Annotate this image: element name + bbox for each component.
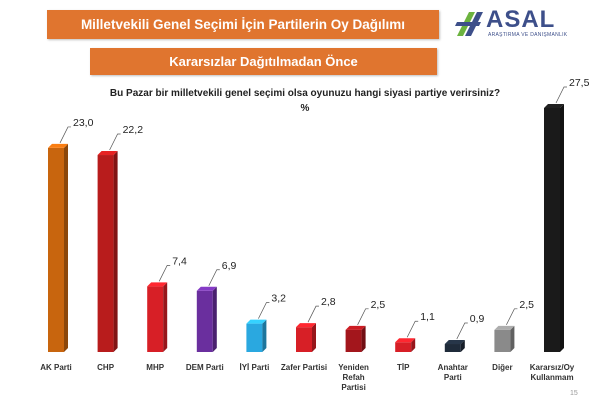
asal-logo-icon [455,12,483,36]
bar-top [345,325,366,330]
value-label: 22,2 [123,124,144,136]
bar-side [212,286,217,352]
value-leader-line [258,302,270,319]
value-label: 3,2 [271,293,286,305]
category-label: Partisi [341,383,365,392]
bar-top [97,151,118,156]
page-number: 15 [570,390,578,397]
logo-text: ASAL [486,6,556,33]
chart-unit: % [300,103,310,114]
bar-4: 6,9 DEM Parti [186,260,237,372]
value-label: 23,0 [73,117,94,129]
category-label: TİP [397,363,410,372]
value-leader-line [59,126,71,144]
chart-title-banner: Milletvekili Genel Seçimi İçin Partileri… [47,10,439,39]
bar-side [510,325,515,352]
bar-side [262,319,267,352]
bar-side [312,323,316,352]
category-label: Diğer [492,363,512,372]
category-label: İYİ Parti [240,363,270,372]
bar-top [147,282,168,287]
chart-subtitle-banner: Kararsızlar Dağıtılmadan Önce [90,48,437,75]
category-label: MHP [146,363,164,372]
value-label: 7,4 [172,255,187,267]
value-leader-line [506,308,518,325]
bar-front [246,323,263,352]
value-leader-line [555,86,567,104]
value-leader-line [307,305,319,323]
bar-front [196,290,213,352]
bar-top [196,286,217,291]
logo-tagline: ARAŞTIRMA VE DANIŞMANLIK [488,32,568,38]
bar-top [246,319,267,324]
value-label: 2,8 [321,296,336,308]
category-label: Kararsız/Oy [530,363,575,372]
value-label: 0,9 [470,313,485,325]
bar-5: 3,2 İYİ Parti [240,293,287,372]
bar-top [494,325,515,330]
bar-front [147,286,164,352]
value-leader-line [109,133,121,151]
bar-side [361,325,366,352]
bar-top [395,338,416,343]
category-label: Refah [342,373,364,382]
category-label: AK Parti [40,363,72,372]
chart-question: Bu Pazar bir milletvekili genel seçimi o… [109,88,501,99]
category-label: Anahtar [438,363,468,372]
category-label: Kullanmam [530,373,573,382]
category-label: DEM Parti [186,363,224,372]
category-label: Zafer Partisi [281,363,327,372]
bar-side [64,143,68,352]
value-leader-line [208,269,220,286]
bar-front [444,344,461,352]
category-label: Parti [444,373,462,382]
value-leader-line [357,308,369,325]
bar-front [544,108,560,352]
bar-side [411,338,416,352]
category-label: CHP [97,363,115,372]
bar-side [560,104,564,352]
value-label: 6,9 [222,260,237,272]
value-label: 2,5 [519,299,534,311]
bar-front [48,147,64,352]
bar-top [444,340,465,345]
category-label: Yeniden [338,363,369,372]
value-label: 1,1 [420,311,435,323]
bar-1: 23,0 AK Parti [40,117,93,372]
bar-8: 1,1 TİP [395,311,435,372]
bar-top [296,323,316,328]
bar-side [113,151,118,352]
bar-3: 7,4 MHP [146,255,187,372]
value-leader-line [158,264,171,282]
bar-front [97,155,114,352]
value-leader-line [406,320,419,338]
value-label: 2,5 [371,299,386,311]
bar-front [345,329,362,352]
value-label: 27,5 [569,77,590,89]
bar-top [48,143,68,148]
bar-side [163,282,168,352]
bar-10: 2,5 Diğer [492,299,534,372]
bar-side [460,340,465,352]
bar-top [544,104,564,108]
bar-front [494,329,511,352]
bar-front [296,327,312,352]
bar-2: 22,2 CHP [97,124,143,372]
bar-6: 2,8 Zafer Partisi [281,296,336,372]
value-leader-line [456,322,468,340]
bar-front [395,342,412,352]
